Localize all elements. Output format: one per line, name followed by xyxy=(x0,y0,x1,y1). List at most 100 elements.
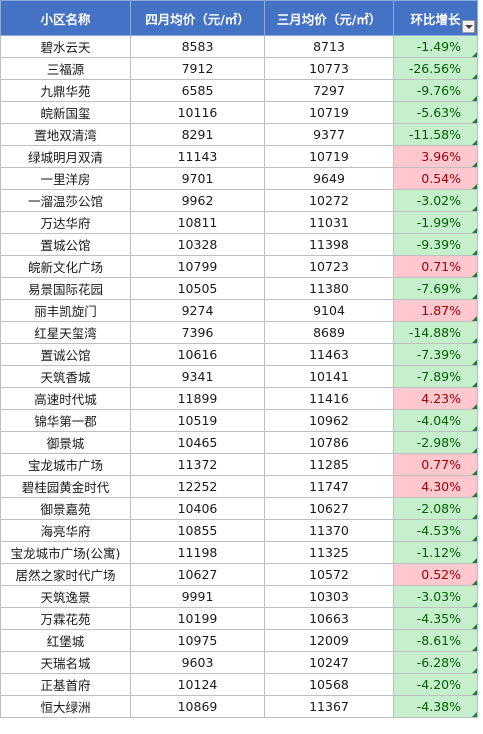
change-cell[interactable]: -6.28% xyxy=(393,651,478,674)
community-name-cell[interactable]: 锦华第一郡 xyxy=(0,409,131,432)
april-price-cell[interactable]: 9991 xyxy=(130,585,265,608)
community-name-cell[interactable]: 天筑逸景 xyxy=(0,585,131,608)
change-cell[interactable]: -3.03% xyxy=(393,585,478,608)
community-name-cell[interactable]: 御景嘉苑 xyxy=(0,497,131,520)
community-name-cell[interactable]: 置诚公馆 xyxy=(0,343,131,366)
community-name-cell[interactable]: 置城公馆 xyxy=(0,233,131,256)
change-cell[interactable]: -3.02% xyxy=(393,189,478,212)
change-cell[interactable]: -1.12% xyxy=(393,541,478,564)
march-price-cell[interactable]: 11398 xyxy=(264,233,394,256)
community-name-cell[interactable]: 恒大绿洲 xyxy=(0,695,131,718)
april-price-cell[interactable]: 8291 xyxy=(130,123,265,146)
header-change[interactable]: 环比增长 xyxy=(393,0,478,36)
header-march-price[interactable]: 三月均价（元/㎡） xyxy=(264,0,394,36)
march-price-cell[interactable]: 10719 xyxy=(264,145,394,168)
community-name-cell[interactable]: 宝龙城市广场 xyxy=(0,453,131,476)
community-name-cell[interactable]: 红堡城 xyxy=(0,629,131,652)
change-cell[interactable]: -7.89% xyxy=(393,365,478,388)
march-price-cell[interactable]: 10719 xyxy=(264,101,394,124)
change-cell[interactable]: -7.69% xyxy=(393,277,478,300)
march-price-cell[interactable]: 11370 xyxy=(264,519,394,542)
march-price-cell[interactable]: 9104 xyxy=(264,299,394,322)
change-cell[interactable]: 4.23% xyxy=(393,387,478,410)
april-price-cell[interactable]: 10199 xyxy=(130,607,265,630)
community-name-cell[interactable]: 宝龙城市广场(公寓) xyxy=(0,541,131,564)
april-price-cell[interactable]: 10975 xyxy=(130,629,265,652)
change-cell[interactable]: -11.58% xyxy=(393,123,478,146)
april-price-cell[interactable]: 9341 xyxy=(130,365,265,388)
change-cell[interactable]: -1.49% xyxy=(393,35,478,58)
march-price-cell[interactable]: 9649 xyxy=(264,167,394,190)
change-cell[interactable]: -1.99% xyxy=(393,211,478,234)
april-price-cell[interactable]: 6585 xyxy=(130,79,265,102)
community-name-cell[interactable]: 九鼎华苑 xyxy=(0,79,131,102)
march-price-cell[interactable]: 10272 xyxy=(264,189,394,212)
change-cell[interactable]: -4.20% xyxy=(393,673,478,696)
change-cell[interactable]: -9.76% xyxy=(393,79,478,102)
march-price-cell[interactable]: 11747 xyxy=(264,475,394,498)
march-price-cell[interactable]: 11325 xyxy=(264,541,394,564)
march-price-cell[interactable]: 12009 xyxy=(264,629,394,652)
march-price-cell[interactable]: 11380 xyxy=(264,277,394,300)
community-name-cell[interactable]: 置地双清湾 xyxy=(0,123,131,146)
april-price-cell[interactable]: 10627 xyxy=(130,563,265,586)
april-price-cell[interactable]: 9274 xyxy=(130,299,265,322)
april-price-cell[interactable]: 9701 xyxy=(130,167,265,190)
change-cell[interactable]: -4.38% xyxy=(393,695,478,718)
community-name-cell[interactable]: 一溜温莎公馆 xyxy=(0,189,131,212)
change-cell[interactable]: 0.54% xyxy=(393,167,478,190)
april-price-cell[interactable]: 7912 xyxy=(130,57,265,80)
change-cell[interactable]: 3.96% xyxy=(393,145,478,168)
change-cell[interactable]: 0.77% xyxy=(393,453,478,476)
march-price-cell[interactable]: 10786 xyxy=(264,431,394,454)
change-cell[interactable]: -2.98% xyxy=(393,431,478,454)
change-cell[interactable]: -4.04% xyxy=(393,409,478,432)
community-name-cell[interactable]: 御景城 xyxy=(0,431,131,454)
march-price-cell[interactable]: 7297 xyxy=(264,79,394,102)
april-price-cell[interactable]: 10328 xyxy=(130,233,265,256)
april-price-cell[interactable]: 10519 xyxy=(130,409,265,432)
change-cell[interactable]: -4.53% xyxy=(393,519,478,542)
march-price-cell[interactable]: 10663 xyxy=(264,607,394,630)
march-price-cell[interactable]: 11285 xyxy=(264,453,394,476)
april-price-cell[interactable]: 8583 xyxy=(130,35,265,58)
april-price-cell[interactable]: 10799 xyxy=(130,255,265,278)
change-cell[interactable]: -9.39% xyxy=(393,233,478,256)
april-price-cell[interactable]: 9962 xyxy=(130,189,265,212)
filter-dropdown-icon[interactable] xyxy=(462,20,475,33)
march-price-cell[interactable]: 10303 xyxy=(264,585,394,608)
march-price-cell[interactable]: 10962 xyxy=(264,409,394,432)
community-name-cell[interactable]: 海亮华府 xyxy=(0,519,131,542)
march-price-cell[interactable]: 11367 xyxy=(264,695,394,718)
march-price-cell[interactable]: 8713 xyxy=(264,35,394,58)
april-price-cell[interactable]: 10855 xyxy=(130,519,265,542)
community-name-cell[interactable]: 正基首府 xyxy=(0,673,131,696)
march-price-cell[interactable]: 8689 xyxy=(264,321,394,344)
april-price-cell[interactable]: 9603 xyxy=(130,651,265,674)
april-price-cell[interactable]: 11198 xyxy=(130,541,265,564)
change-cell[interactable]: -7.39% xyxy=(393,343,478,366)
march-price-cell[interactable]: 9377 xyxy=(264,123,394,146)
change-cell[interactable]: 1.87% xyxy=(393,299,478,322)
april-price-cell[interactable]: 7396 xyxy=(130,321,265,344)
april-price-cell[interactable]: 10406 xyxy=(130,497,265,520)
april-price-cell[interactable]: 11899 xyxy=(130,387,265,410)
community-name-cell[interactable]: 绿城明月双清 xyxy=(0,145,131,168)
change-cell[interactable]: 0.52% xyxy=(393,563,478,586)
community-name-cell[interactable]: 万霖花苑 xyxy=(0,607,131,630)
april-price-cell[interactable]: 10124 xyxy=(130,673,265,696)
community-name-cell[interactable]: 丽丰凯旋门 xyxy=(0,299,131,322)
march-price-cell[interactable]: 11463 xyxy=(264,343,394,366)
change-cell[interactable]: -5.63% xyxy=(393,101,478,124)
april-price-cell[interactable]: 10811 xyxy=(130,211,265,234)
community-name-cell[interactable]: 碧桂园黄金时代 xyxy=(0,475,131,498)
community-name-cell[interactable]: 天瑞名城 xyxy=(0,651,131,674)
header-community-name[interactable]: 小区名称 xyxy=(0,0,131,36)
community-name-cell[interactable]: 碧水云天 xyxy=(0,35,131,58)
change-cell[interactable]: -14.88% xyxy=(393,321,478,344)
march-price-cell[interactable]: 11031 xyxy=(264,211,394,234)
community-name-cell[interactable]: 皖新文化广场 xyxy=(0,255,131,278)
community-name-cell[interactable]: 万达华府 xyxy=(0,211,131,234)
april-price-cell[interactable]: 12252 xyxy=(130,475,265,498)
community-name-cell[interactable]: 高速时代城 xyxy=(0,387,131,410)
